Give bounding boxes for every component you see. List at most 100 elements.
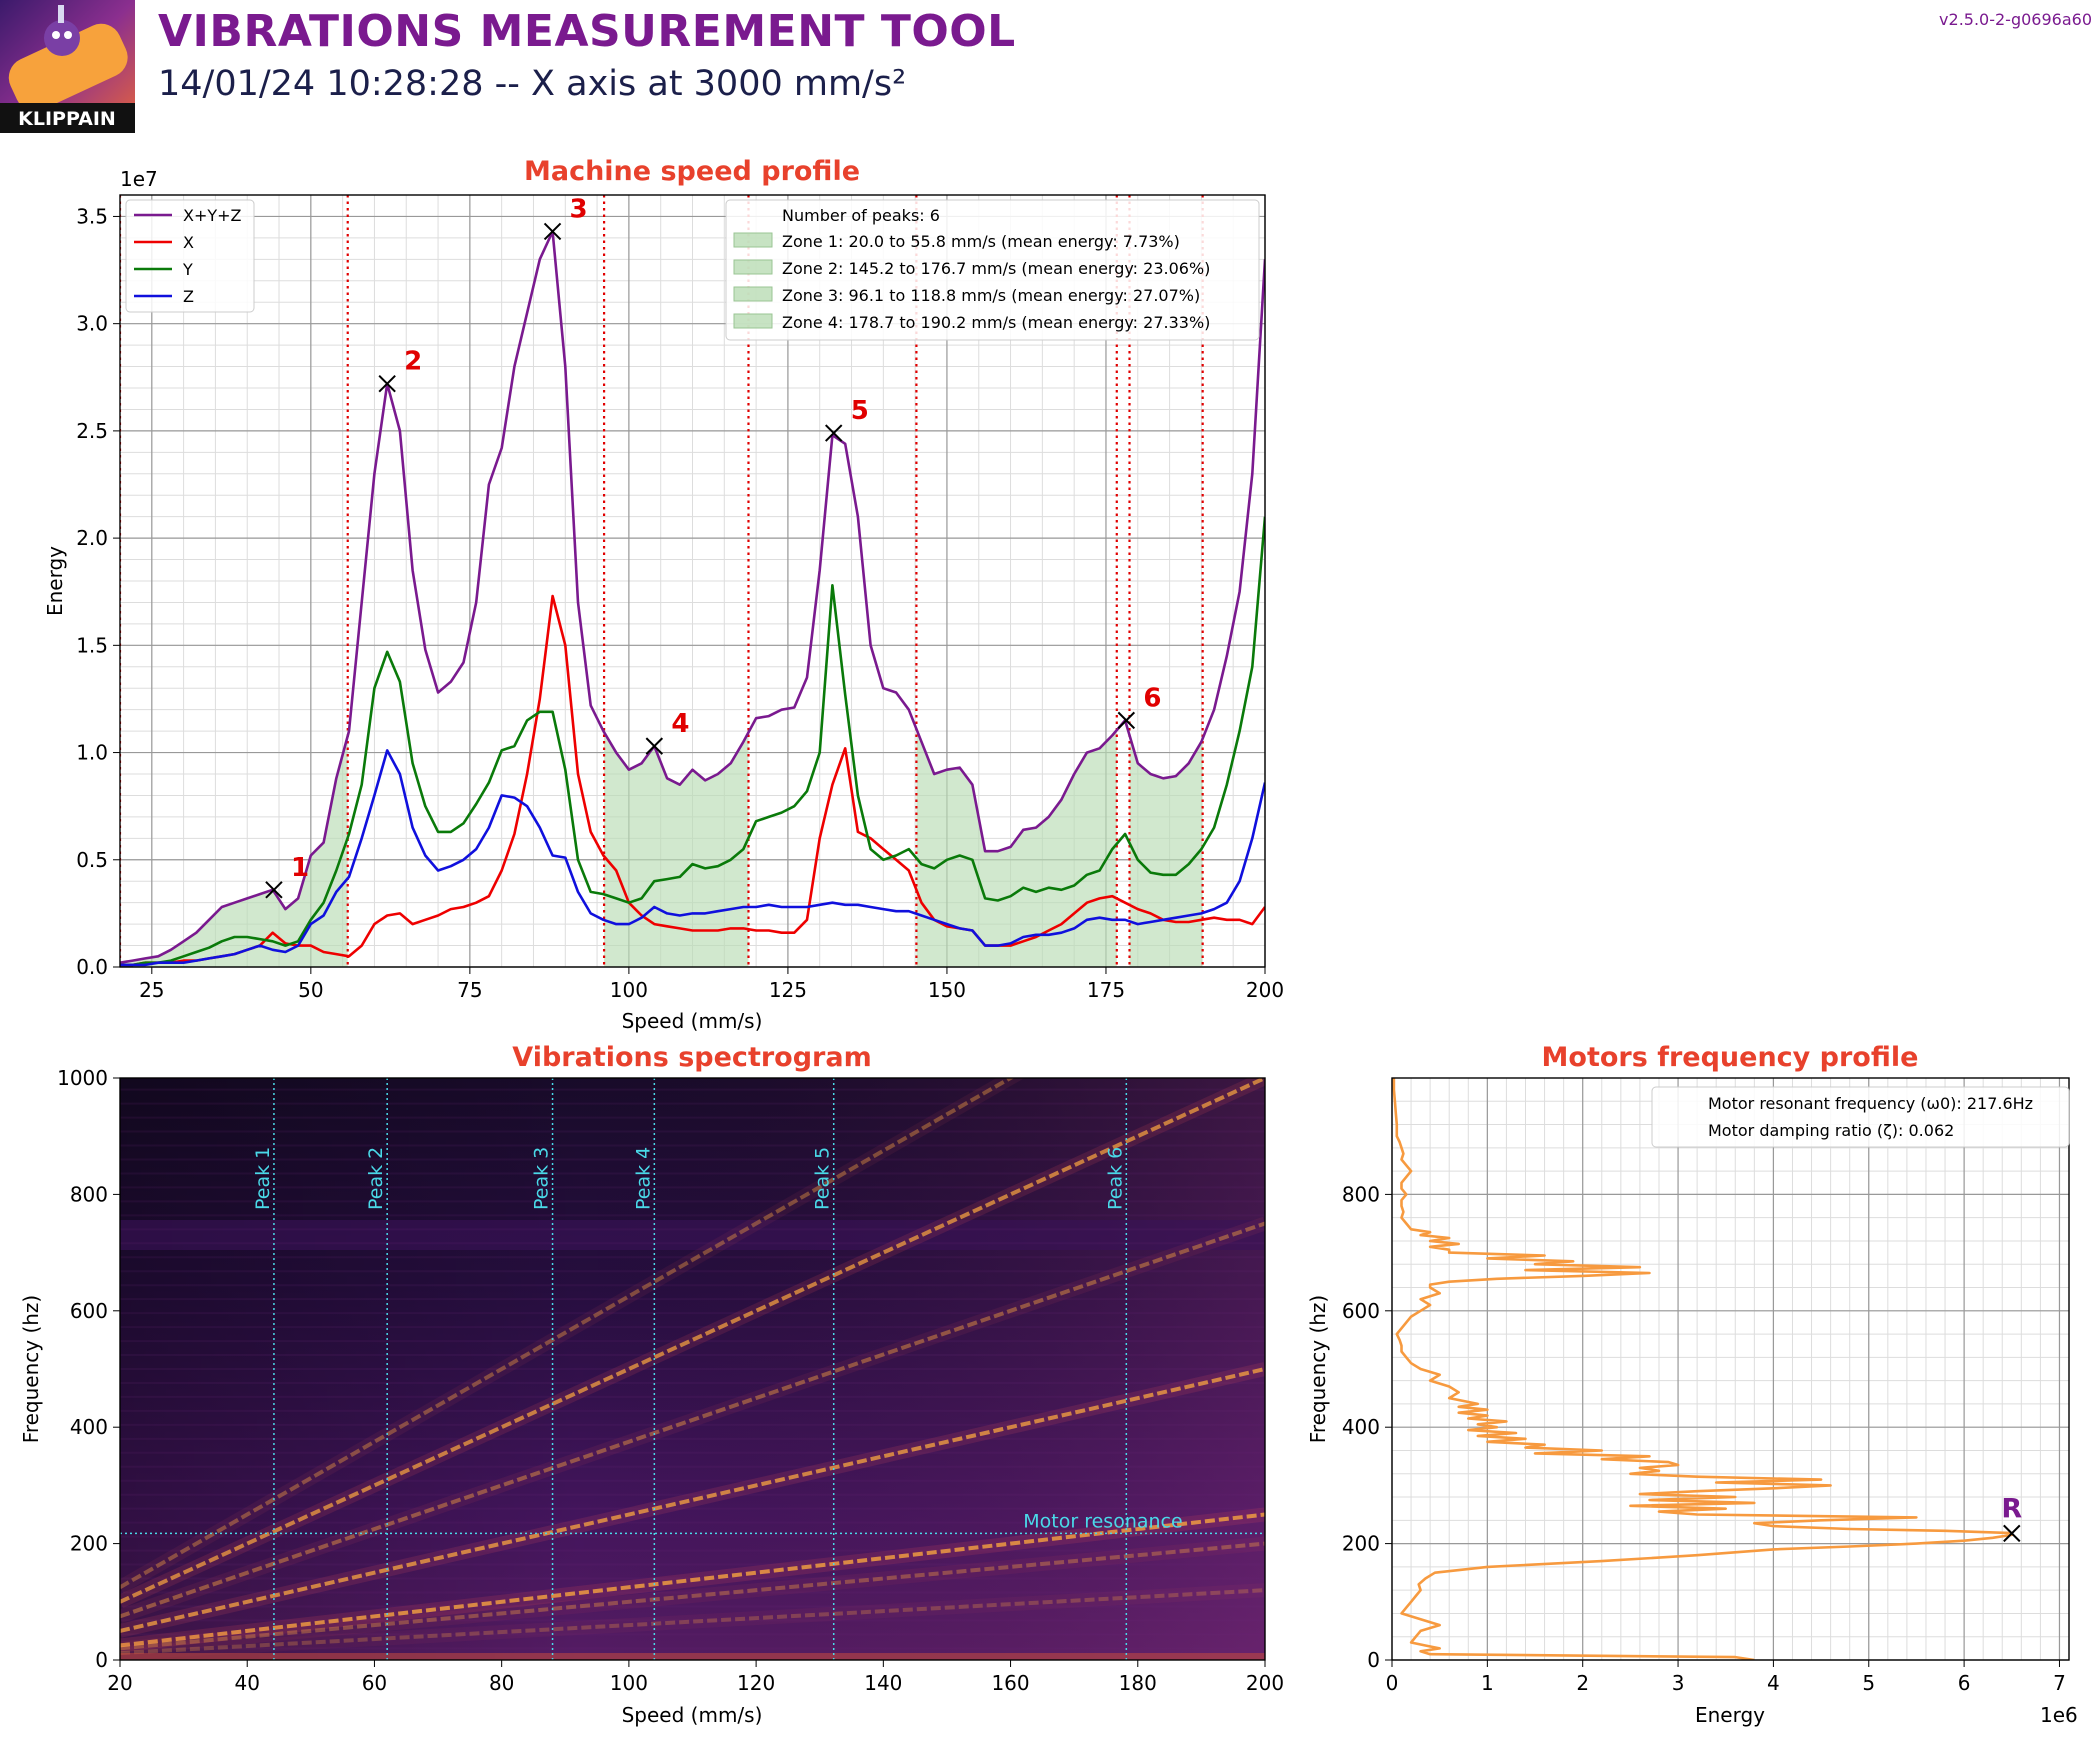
harmonic-glow (120, 1536, 1265, 1656)
speed-profile-chart: Machine speed profile 1 2 3 4 5 6 25 50 75 100 12… (43, 156, 1284, 1033)
motor-resonance-label: Motor resonance (1023, 1510, 1182, 1532)
peak-label: 4 (671, 709, 689, 739)
peak-marker: 3 (543, 194, 588, 241)
legend-label: X (183, 233, 194, 252)
peak-marker: 6 (1117, 683, 1161, 730)
x-tick-label: 75 (457, 978, 482, 1002)
peak-vertical-label: Peak 3 (531, 1147, 553, 1210)
peak-cross (645, 737, 664, 755)
zone-legend-label: Zone 3: 96.1 to 118.8 mm/s (mean energy:… (782, 286, 1200, 305)
harmonic-glow (120, 1078, 1025, 1594)
y-tick-label: 0 (95, 1648, 108, 1672)
motor-legend: Motor resonant frequency (ω0): 217.6Hz M… (1651, 1086, 2070, 1148)
harmonic-line (120, 1216, 1265, 1623)
harmonic-core (120, 1541, 1265, 1651)
x-tick-label: 50 (298, 978, 323, 1002)
spectrogram-ylabel: Frequency (hz) (19, 1295, 43, 1443)
motor-resonance-legend: Motor resonant frequency (ω0): 217.6Hz (1708, 1094, 2033, 1113)
x-tick-label: 100 (610, 1671, 648, 1695)
peak-vertical-label: Peak 5 (812, 1147, 834, 1210)
zone-area (120, 735, 348, 967)
y-tick-label: 0.5 (76, 848, 108, 872)
spectrogram-xlabel: Speed (mm/s) (622, 1703, 763, 1727)
x-tick-label: 25 (139, 978, 164, 1002)
resonance-cross (2003, 1524, 2021, 1543)
harmonic-line (120, 1362, 1265, 1638)
x-tick-label: 150 (928, 978, 966, 1002)
y-tick-label: 400 (70, 1415, 108, 1439)
peak-label: 1 (291, 853, 309, 883)
low-frequency-band (120, 1653, 1265, 1660)
spectrogram-chart: Vibrations spectrogram Peak 1 Peak 2 Peak … (19, 1042, 1284, 1727)
x-tick-label: 80 (489, 1671, 514, 1695)
x-tick-label: 7 (2053, 1671, 2066, 1695)
peaks-count-text: Number of peaks: 6 (782, 206, 940, 225)
harmonic-line (120, 1583, 1265, 1660)
harmonic-line (120, 1078, 1025, 1594)
y-tick-label: 3.0 (76, 312, 108, 336)
series-line-y (120, 516, 1265, 967)
spectrogram-title: Vibrations spectrogram (512, 1042, 871, 1073)
harmonic-line (120, 1536, 1265, 1656)
zone-legend-label: Zone 2: 145.2 to 176.7 mm/s (mean energy… (782, 259, 1210, 278)
zone-legend-swatch (733, 286, 773, 302)
x-tick-label: 6 (1958, 1671, 1971, 1695)
motor-chart-xlabel: Energy (1695, 1703, 1765, 1727)
harmonic-glow (120, 1362, 1265, 1638)
y-tick-label: 600 (70, 1299, 108, 1323)
peak-marker: 4 (645, 709, 689, 755)
series-line-z (120, 749, 1265, 967)
y-tick-label: 0 (1367, 1648, 1380, 1672)
x-tick-label: 125 (769, 978, 807, 1002)
peak-marker: 5 (825, 396, 869, 442)
speed-chart-xlabel: Speed (mm/s) (622, 1009, 763, 1033)
motor-chart-multiplier: 1e6 (2040, 1703, 2078, 1727)
y-tick-label: 800 (1342, 1182, 1380, 1206)
x-tick-label: 140 (864, 1671, 902, 1695)
y-tick-label: 1.0 (76, 741, 108, 765)
x-tick-label: 4 (1767, 1671, 1780, 1695)
legend-label: X+Y+Z (183, 206, 242, 225)
peak-cross (378, 375, 396, 393)
version-label: v2.5.0-2-g0696a60 (1939, 10, 2092, 29)
series-line-xyz (120, 230, 1265, 964)
motor-profile-chart: Motors frequency profile R 0 1 2 3 4 5 6 7 0 200… (1306, 1042, 2078, 1727)
page-title: VIBRATIONS MEASUREMENT TOOL (158, 6, 1016, 57)
harmonic-core (120, 1221, 1265, 1619)
speed-chart-multiplier: 1e7 (120, 167, 158, 191)
peak-label: 6 (1143, 683, 1161, 713)
speed-chart-title: Machine speed profile (524, 156, 860, 187)
x-tick-label: 60 (362, 1671, 387, 1695)
zone-legend-swatch (733, 313, 773, 329)
peak-cross (1117, 711, 1136, 730)
peak-vertical-label: Peak 1 (252, 1147, 274, 1210)
peak-label: 2 (404, 347, 422, 377)
harmonic-core (120, 1512, 1265, 1648)
harmonic-line (120, 1078, 1265, 1609)
peak-vertical-label: Peak 2 (365, 1147, 387, 1210)
speed-chart-ylabel: Energy (43, 546, 67, 616)
peak-vertical-label: Peak 4 (632, 1147, 654, 1210)
y-tick-label: 2.5 (76, 419, 108, 443)
zone-legend-swatch (733, 232, 773, 248)
series-line-x (120, 594, 1265, 967)
peak-label: 3 (570, 194, 588, 224)
x-tick-label: 180 (1119, 1671, 1157, 1695)
x-tick-label: 120 (737, 1671, 775, 1695)
y-tick-label: 200 (70, 1532, 108, 1556)
harmonic-glow (120, 1078, 1265, 1609)
y-tick-label: 200 (1342, 1532, 1380, 1556)
x-tick-label: 20 (107, 1671, 132, 1695)
y-tick-label: 1000 (57, 1066, 108, 1090)
klippain-logo: KLIPPAIN (0, 0, 135, 133)
peak-marker: 2 (378, 347, 422, 393)
y-tick-label: 1.5 (76, 633, 108, 657)
peak-cross (543, 222, 562, 241)
x-tick-label: 200 (1246, 1671, 1284, 1695)
zone-area (604, 732, 749, 967)
x-tick-label: 1 (1481, 1671, 1494, 1695)
motor-chart-ylabel: Frequency (hz) (1306, 1295, 1330, 1443)
y-tick-label: 400 (1342, 1415, 1380, 1439)
harmonic-line (120, 1507, 1265, 1653)
harmonic-glow (120, 1216, 1265, 1623)
